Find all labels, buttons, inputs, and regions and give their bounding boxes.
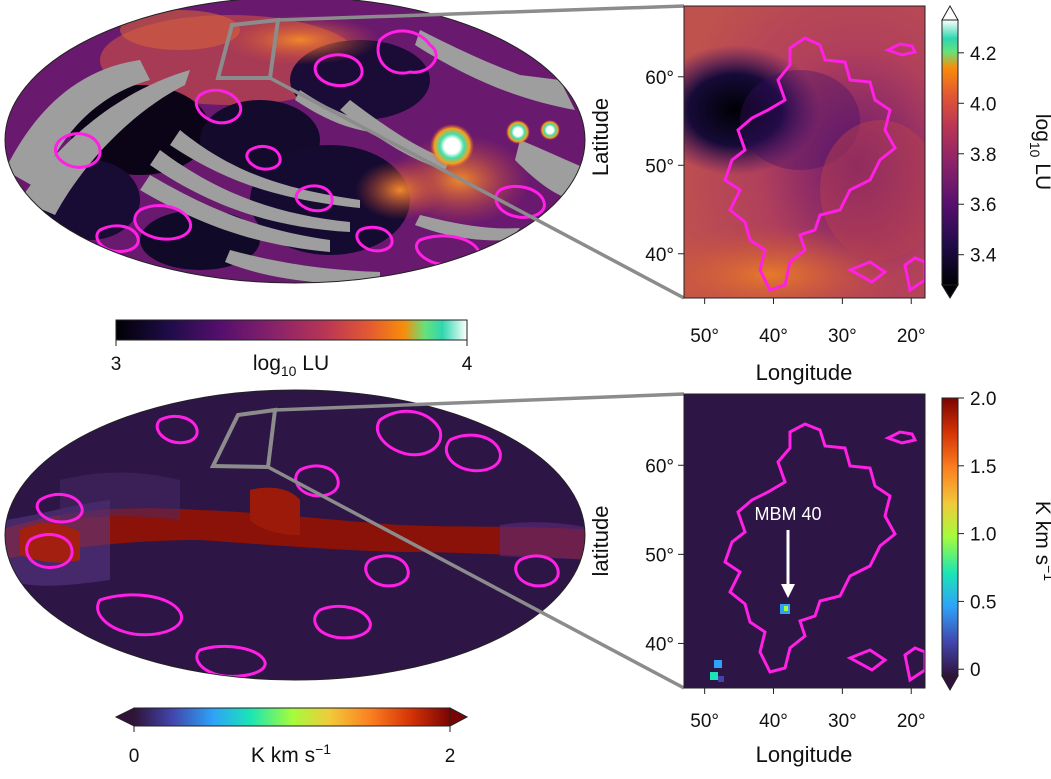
colorbar-top-vertical-label-tail: LU (1031, 157, 1051, 190)
y-tick-label: 40° (645, 634, 674, 655)
colorbar-top-label-tail: LU (296, 352, 329, 375)
mbm40-label: MBM 40 (754, 504, 821, 524)
sky-map-bottom (4, 389, 586, 681)
contour-zoom-bottom (723, 422, 897, 674)
colorbar-bottom-label-main: K km s (251, 744, 315, 767)
colorbar-tick-label: 1.5 (970, 457, 996, 478)
colorbar-top-horizontal: 3 4 log10 LU (111, 319, 473, 379)
colorbar-tick-label: 4.2 (970, 44, 996, 65)
colorbar-bottom-vertical-label: K km s−1 (1031, 501, 1051, 581)
colorbar-tick-label: 4.0 (970, 94, 996, 115)
zoom-connectors-top (269, 4, 685, 300)
y-tick-label: 50° (645, 545, 674, 566)
x-tick-label: 50° (690, 326, 719, 347)
colorbar-tick-label: 0 (970, 660, 981, 681)
colorbar-top-tick-max: 4 (462, 354, 473, 375)
colorbar-top-vertical-label-main: log (1031, 114, 1051, 142)
contour-zoom-top (723, 36, 897, 292)
x-tick-label: 30° (828, 711, 857, 732)
x-axis-label-bottom: Longitude (756, 742, 853, 767)
y-tick-label: 50° (645, 156, 674, 177)
zoom-connectors-bottom (267, 392, 685, 690)
y-axis-label-bottom: latitude (588, 506, 613, 577)
sky-map-top (4, 0, 586, 284)
colorbar-bottom-vertical-label-main: K km s (1031, 501, 1051, 565)
colorbar-tick-label: 3.4 (970, 246, 997, 267)
colorbar-tick-label: 3.6 (970, 195, 996, 216)
colorbar-bottom-horizontal: 0 2 K km s−1 (114, 707, 469, 767)
axes-bottom-zoom: 50° 40° 30° 20° 40° 50° 60° (645, 456, 925, 732)
axes-top-zoom: 50° 40° 30° 20° 40° 50° 60° (645, 68, 925, 347)
colorbar-top-label-sub: 10 (281, 363, 297, 379)
colorbar-top-label: log10 LU (253, 352, 329, 379)
colorbar-top-vertical-label: log10 LU (1027, 114, 1051, 190)
y-tick-label: 60° (645, 68, 674, 89)
zoom-panel-bottom: MBM 40 (683, 393, 926, 689)
colorbar-bottom-vertical-label-sup: −1 (1041, 565, 1051, 581)
colorbar-tick-label: 1.0 (970, 525, 996, 546)
colorbar-bottom-label-sup: −1 (315, 741, 331, 757)
y-axis-label-top: Latitude (588, 98, 613, 176)
colorbar-bottom-vertical: 0 0.5 1.0 1.5 2.0 (941, 389, 996, 692)
colorbar-top-vertical-label-sub: 10 (1027, 142, 1043, 158)
x-tick-label: 20° (897, 711, 926, 732)
x-tick-label: 40° (759, 326, 788, 347)
zoom-panel-top (683, 5, 926, 299)
colorbar-bottom-tick-min: 0 (129, 746, 140, 767)
colorbar-top-label-main: log (253, 352, 281, 375)
colorbar-top-tick-min: 3 (111, 354, 122, 375)
y-tick-label: 40° (645, 245, 674, 266)
x-axis-label-top: Longitude (756, 360, 853, 385)
colorbar-top-vertical: 3.4 3.6 3.8 4.0 4.2 (941, 4, 997, 299)
colorbar-bottom-label: K km s−1 (251, 741, 331, 767)
colorbar-tick-label: 2.0 (970, 389, 996, 410)
y-tick-label: 60° (645, 456, 674, 477)
colorbar-tick-label: 0.5 (970, 592, 996, 613)
x-tick-label: 20° (897, 326, 926, 347)
colorbar-tick-label: 3.8 (970, 145, 996, 166)
x-tick-label: 40° (759, 711, 788, 732)
mbm40-annotation: MBM 40 (754, 504, 822, 598)
x-tick-label: 50° (690, 711, 719, 732)
colorbar-bottom-tick-max: 2 (445, 746, 456, 767)
x-tick-label: 30° (828, 326, 857, 347)
